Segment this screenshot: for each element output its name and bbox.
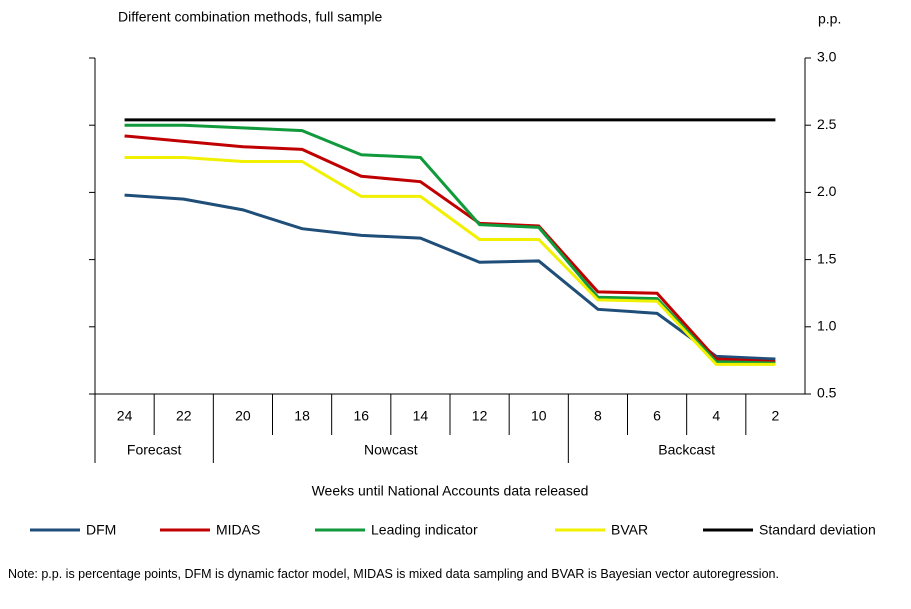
- y-tick-label: 2.5: [817, 116, 837, 132]
- group-label: Forecast: [127, 442, 182, 458]
- x-tick-label: 8: [594, 408, 602, 424]
- group-label: Backcast: [658, 442, 715, 458]
- legend-label: MIDAS: [216, 522, 260, 538]
- x-tick-label: 14: [413, 408, 429, 424]
- chart-title: Different combination methods, full samp…: [118, 9, 383, 25]
- x-tick-label: 4: [712, 408, 720, 424]
- x-tick-label: 16: [353, 408, 369, 424]
- x-tick-label: 10: [531, 408, 547, 424]
- x-tick-label: 24: [117, 408, 133, 424]
- y-tick-label: 1.5: [817, 250, 837, 266]
- y-tick-label: 2.0: [817, 183, 837, 199]
- y-unit: p.p.: [818, 11, 841, 27]
- series-line: [124, 155, 776, 366]
- note: Note: p.p. is percentage points, DFM is …: [8, 567, 779, 581]
- legend-label: BVAR: [611, 522, 648, 538]
- group-label: Nowcast: [364, 442, 418, 458]
- series-line: [124, 134, 776, 364]
- legend-label: Leading indicator: [371, 522, 478, 538]
- x-tick-label: 20: [235, 408, 251, 424]
- x-tick-label: 22: [176, 408, 192, 424]
- y-tick-label: 1.0: [817, 318, 837, 334]
- series-line: [124, 193, 776, 361]
- y-tick-label: 3.0: [817, 49, 837, 65]
- x-tick-label: 18: [294, 408, 310, 424]
- x-tick-label: 12: [472, 408, 488, 424]
- x-tick-label: 6: [653, 408, 661, 424]
- y-tick-label: 0.5: [817, 385, 837, 401]
- series-line: [124, 123, 776, 365]
- x-axis-title: Weeks until National Accounts data relea…: [312, 483, 589, 499]
- legend-label: Standard deviation: [759, 522, 876, 538]
- legend-label: DFM: [86, 522, 116, 538]
- x-tick-label: 2: [772, 408, 780, 424]
- chart: Different combination methods, full samp…: [30, 9, 876, 538]
